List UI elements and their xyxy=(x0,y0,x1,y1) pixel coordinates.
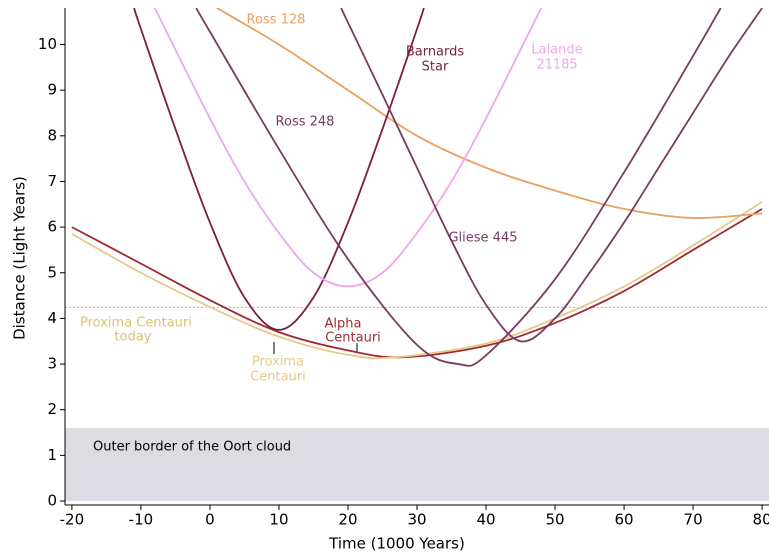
oort-band xyxy=(65,427,769,501)
series-label: Proxima xyxy=(252,355,304,370)
reference-label: today xyxy=(115,330,152,345)
x-tick-label: 30 xyxy=(407,511,426,529)
series-label: Ross 128 xyxy=(247,13,306,28)
x-axis-title: Time (1000 Years) xyxy=(328,535,465,553)
series-line xyxy=(340,8,763,343)
y-tick-label: 1 xyxy=(47,446,57,464)
series-label: Centauri xyxy=(250,370,306,385)
plot-area xyxy=(71,8,763,367)
series-label: Ross 248 xyxy=(276,115,335,130)
band-label: Outer border of the Oort cloud xyxy=(93,440,291,455)
x-tick-label: 70 xyxy=(684,511,703,529)
x-tick-label: 10 xyxy=(269,511,288,529)
x-tick-label: 80 xyxy=(753,511,769,529)
x-tick-label: 20 xyxy=(338,511,357,529)
y-tick-label: 9 xyxy=(47,81,57,99)
y-tick-label: 2 xyxy=(47,400,57,418)
y-tick-label: 6 xyxy=(47,218,57,236)
x-tick-label: 50 xyxy=(545,511,564,529)
reference-label: Proxima Centauri xyxy=(80,316,192,331)
series-label: Lalande xyxy=(531,43,582,58)
series-line xyxy=(216,8,763,219)
x-tick-label: 0 xyxy=(205,511,215,529)
series-line xyxy=(195,8,722,367)
series-line xyxy=(133,8,425,331)
x-tick-label: 40 xyxy=(476,511,495,529)
x-tick-label: 60 xyxy=(615,511,634,529)
series-line xyxy=(153,8,543,288)
y-tick-label: 4 xyxy=(47,309,57,327)
series-label: Barnards xyxy=(406,45,465,60)
series-line xyxy=(71,201,763,360)
y-tick-label: 0 xyxy=(47,492,57,510)
y-axis-title: Distance (Light Years) xyxy=(11,176,29,340)
y-tick-label: 7 xyxy=(47,172,57,190)
x-tick-label: -10 xyxy=(129,511,154,529)
series-label: Gliese 445 xyxy=(448,231,517,246)
series-line xyxy=(71,208,763,359)
series-label: Alpha xyxy=(325,317,362,332)
y-tick-label: 5 xyxy=(47,263,57,281)
y-tick-label: 8 xyxy=(47,126,57,144)
x-tick-label: -20 xyxy=(60,511,85,529)
series-label: 21185 xyxy=(536,58,577,73)
y-tick-label: 10 xyxy=(38,35,57,53)
series-label: Centauri xyxy=(325,331,381,346)
y-tick-label: 3 xyxy=(47,355,57,373)
series-label: Star xyxy=(422,60,449,75)
